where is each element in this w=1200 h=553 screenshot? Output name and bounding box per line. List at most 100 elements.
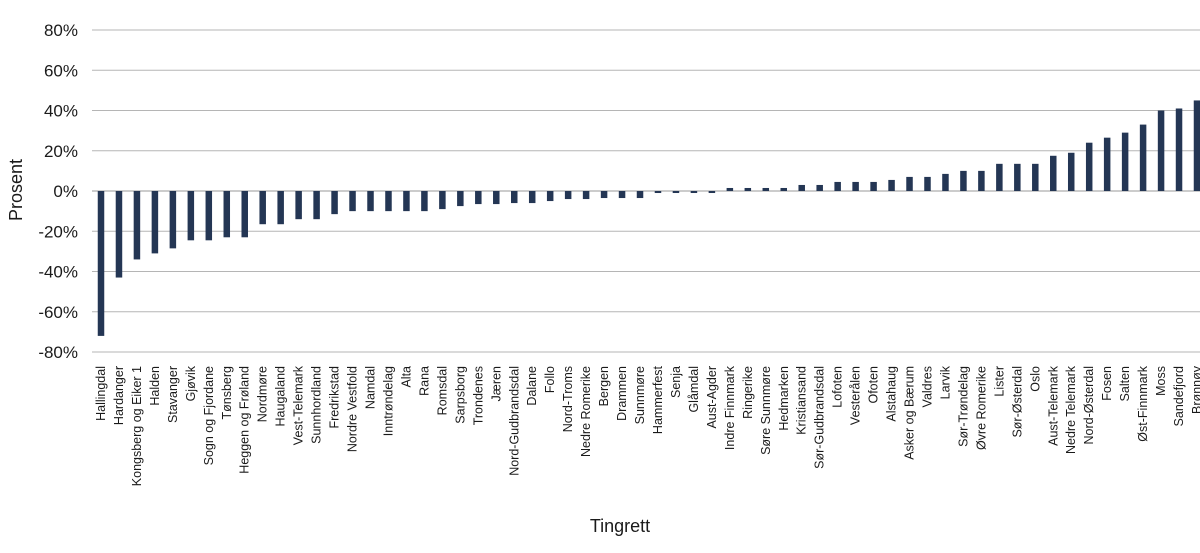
x-tick-label: Kongsberg og Eiker 1 xyxy=(130,366,144,486)
x-tick-label: Brønnøy xyxy=(1190,365,1200,414)
y-tick-label: 80% xyxy=(44,21,78,40)
bar xyxy=(151,191,159,254)
bar xyxy=(618,191,626,199)
bar xyxy=(421,191,428,212)
x-tick-label: Jæren xyxy=(489,366,503,401)
bar xyxy=(97,191,105,336)
bar xyxy=(313,191,320,220)
bar xyxy=(1014,163,1021,191)
bar xyxy=(600,191,608,199)
bar xyxy=(439,191,446,210)
bars xyxy=(97,100,1200,336)
x-tick-label: Fredrikstad xyxy=(328,366,342,429)
x-tick-label: Drammen xyxy=(615,366,629,421)
bar xyxy=(654,191,662,194)
bar xyxy=(888,179,895,191)
x-tick-label: Moss xyxy=(1154,366,1168,396)
bar xyxy=(295,191,302,220)
x-tick-label: Fosen xyxy=(1100,366,1114,401)
x-tick-label: Indre Finnmark xyxy=(723,365,737,450)
x-tick-label: Tønsberg xyxy=(220,366,234,420)
bar xyxy=(546,191,554,202)
bar xyxy=(259,191,266,225)
x-tick-label: Hallingdal xyxy=(94,366,108,421)
x-tick-label: Sunnmøre xyxy=(633,366,647,424)
x-tick-label: Senja xyxy=(669,366,683,398)
x-tick-label: Nord-Troms xyxy=(561,366,575,432)
x-tick-label: Haugaland xyxy=(274,366,288,427)
bar xyxy=(1103,137,1111,191)
bar xyxy=(475,191,482,205)
y-tick-label: -60% xyxy=(38,303,78,322)
x-tick-label: Aust-Agder xyxy=(705,366,719,429)
x-tick-label: Alstahaug xyxy=(885,366,899,422)
x-tick-label: Stavanger xyxy=(166,366,180,423)
bar xyxy=(762,187,770,191)
bar xyxy=(960,170,967,192)
x-tick-label: Sunnhordland xyxy=(310,366,324,444)
bar xyxy=(1121,132,1129,191)
bar xyxy=(367,191,374,212)
x-tick-label: Bergen xyxy=(597,366,611,406)
bar xyxy=(1193,100,1200,191)
x-tick-label: Salten xyxy=(1118,366,1132,401)
x-tick-label: Sandefjord xyxy=(1172,366,1186,427)
x-tick-label: Kristiansand xyxy=(795,366,809,435)
bar xyxy=(187,191,195,241)
x-tick-label: Ringerike xyxy=(741,366,755,419)
x-tick-label: Sør-Trøndelag xyxy=(956,366,970,447)
x-tick-label: Nordre Vestfold xyxy=(346,366,360,452)
bar xyxy=(636,191,644,199)
gridlines xyxy=(92,29,1200,353)
bar xyxy=(906,176,913,191)
x-tick-label: Dalane xyxy=(525,366,539,406)
x-tick-label: Heggen og Frøland xyxy=(238,366,252,474)
bar xyxy=(241,191,248,238)
bar xyxy=(1139,124,1147,191)
bar xyxy=(978,170,985,192)
bar xyxy=(564,191,572,200)
bar xyxy=(996,163,1003,191)
bar xyxy=(708,191,716,194)
x-tick-label: Nord-Gudbrandsdal xyxy=(507,366,521,476)
x-tick-label: Asker og Bærum xyxy=(903,366,917,460)
bar xyxy=(690,191,698,194)
bar xyxy=(1085,142,1093,191)
y-tick-label: 20% xyxy=(44,142,78,161)
bar xyxy=(726,187,734,191)
y-tick-label: 60% xyxy=(44,61,78,80)
bar xyxy=(528,191,536,204)
bar xyxy=(1067,152,1075,191)
bar xyxy=(403,191,410,212)
bar xyxy=(816,184,823,191)
y-tick-label: 40% xyxy=(44,102,78,121)
x-tick-label: Hardanger xyxy=(112,366,126,425)
bar xyxy=(852,181,859,191)
bar xyxy=(672,191,680,194)
x-tick-label: Gjøvik xyxy=(184,365,198,401)
bar xyxy=(942,173,949,191)
bar xyxy=(457,191,464,207)
bar xyxy=(1157,110,1165,191)
y-tick-label: -80% xyxy=(38,343,78,362)
bar xyxy=(780,187,787,191)
x-tick-label: Follo xyxy=(543,366,557,393)
x-tick-label: Lister xyxy=(992,366,1006,397)
x-tick-label: Nedre Romerike xyxy=(579,366,593,457)
y-tick-label: -20% xyxy=(38,222,78,241)
x-tick-label: Nedre Telemark xyxy=(1064,365,1078,454)
x-tick-label: Sogn og Fjordane xyxy=(202,366,216,465)
x-tick-label: Vest-Telemark xyxy=(292,365,306,445)
y-axis-title: Prosent xyxy=(6,159,26,221)
bar xyxy=(349,191,356,212)
x-tick-label: Inntrøndelag xyxy=(381,366,395,436)
bar xyxy=(870,181,877,191)
x-tick-label: Søre Sunnmøre xyxy=(759,366,773,455)
x-tick-label: Valdres xyxy=(920,366,934,407)
bar xyxy=(1050,155,1057,191)
bar xyxy=(1032,163,1039,191)
y-axis-ticks: 80% 60% 40% 20% 0% -20% -40% -60% -80% xyxy=(38,21,78,362)
x-tick-label: Sarpsborg xyxy=(453,366,467,424)
x-tick-label: Larvik xyxy=(938,365,952,399)
